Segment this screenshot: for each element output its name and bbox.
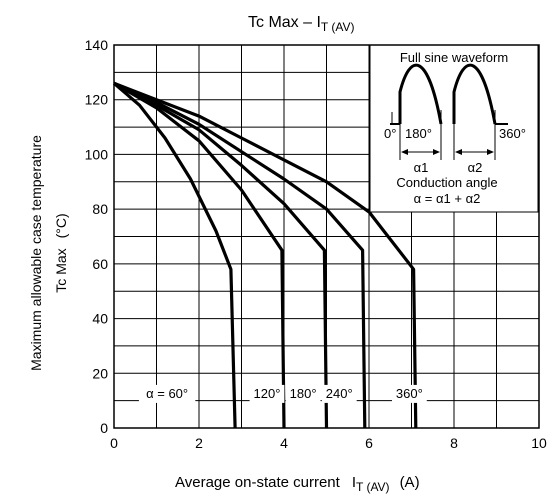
label-alpha1: α1	[414, 160, 429, 175]
series-labels: α = 60° 120° 180° 240° 360°	[138, 384, 427, 403]
alpha1-arrowhead-right	[433, 149, 440, 155]
alpha2-arrowhead-left	[455, 149, 462, 155]
label-0-deg: 0°	[384, 126, 396, 141]
series-label-bg	[321, 384, 357, 403]
series-label: 180°	[290, 386, 317, 401]
series-line	[113, 81, 286, 429]
x-tick-label: 0	[110, 435, 118, 451]
alpha2-arrowhead-right	[487, 149, 494, 155]
label-formula: α = α1 + α2	[414, 191, 481, 206]
series-label: 240°	[326, 386, 353, 401]
y-tick-label: 20	[92, 365, 108, 381]
alpha1-arrowhead-left	[401, 149, 408, 155]
inset-waveform: Full sine waveform 0° 180° 360° α1 α2 Co…	[369, 44, 539, 213]
y-tick-label: 80	[92, 201, 108, 217]
label-conduction-angle: Conduction angle	[396, 175, 497, 190]
x-tick-label: 6	[365, 435, 373, 451]
y-tick-label: 120	[85, 92, 109, 108]
x-tick-label: 2	[195, 435, 203, 451]
series-curves	[112, 81, 418, 429]
series-label-bg	[285, 384, 321, 403]
x-tick-label: 8	[450, 435, 458, 451]
y-tick-label: 100	[85, 146, 109, 162]
series-line	[113, 81, 329, 429]
y-tick-label: 60	[92, 256, 108, 272]
series-label-bg	[391, 384, 427, 403]
series-line	[112, 82, 237, 429]
y-axis-label-2: Tc Max(°C)	[53, 213, 69, 292]
sine-wave-1	[398, 63, 443, 125]
x-axis-label: Average on-state current IT (AV) (A)	[175, 474, 420, 494]
plot-frame	[113, 44, 540, 429]
y-tick-label: 0	[100, 420, 108, 436]
inset-title: Full sine waveform	[400, 50, 508, 65]
label-360-deg: 360°	[499, 126, 526, 141]
x-tick-label: 4	[280, 435, 288, 451]
sine-wave-2	[452, 63, 497, 125]
series-line	[113, 81, 367, 429]
x-tick-label: 10	[531, 435, 547, 451]
series-line	[113, 81, 418, 429]
series-label: 360°	[396, 386, 423, 401]
series-label: α = 60°	[146, 386, 188, 401]
label-180-deg: 180°	[405, 126, 432, 141]
y-tick-label: 140	[85, 37, 109, 53]
y-tick-label: 40	[92, 311, 108, 327]
y-axis-label: Maximum allowable case temperature	[28, 135, 44, 371]
series-label-bg	[138, 384, 196, 403]
chart-title: Tc Max – IT (AV)	[248, 14, 354, 34]
series-label: 120°	[254, 386, 281, 401]
label-alpha2: α2	[468, 160, 483, 175]
series-label-bg	[249, 384, 285, 403]
